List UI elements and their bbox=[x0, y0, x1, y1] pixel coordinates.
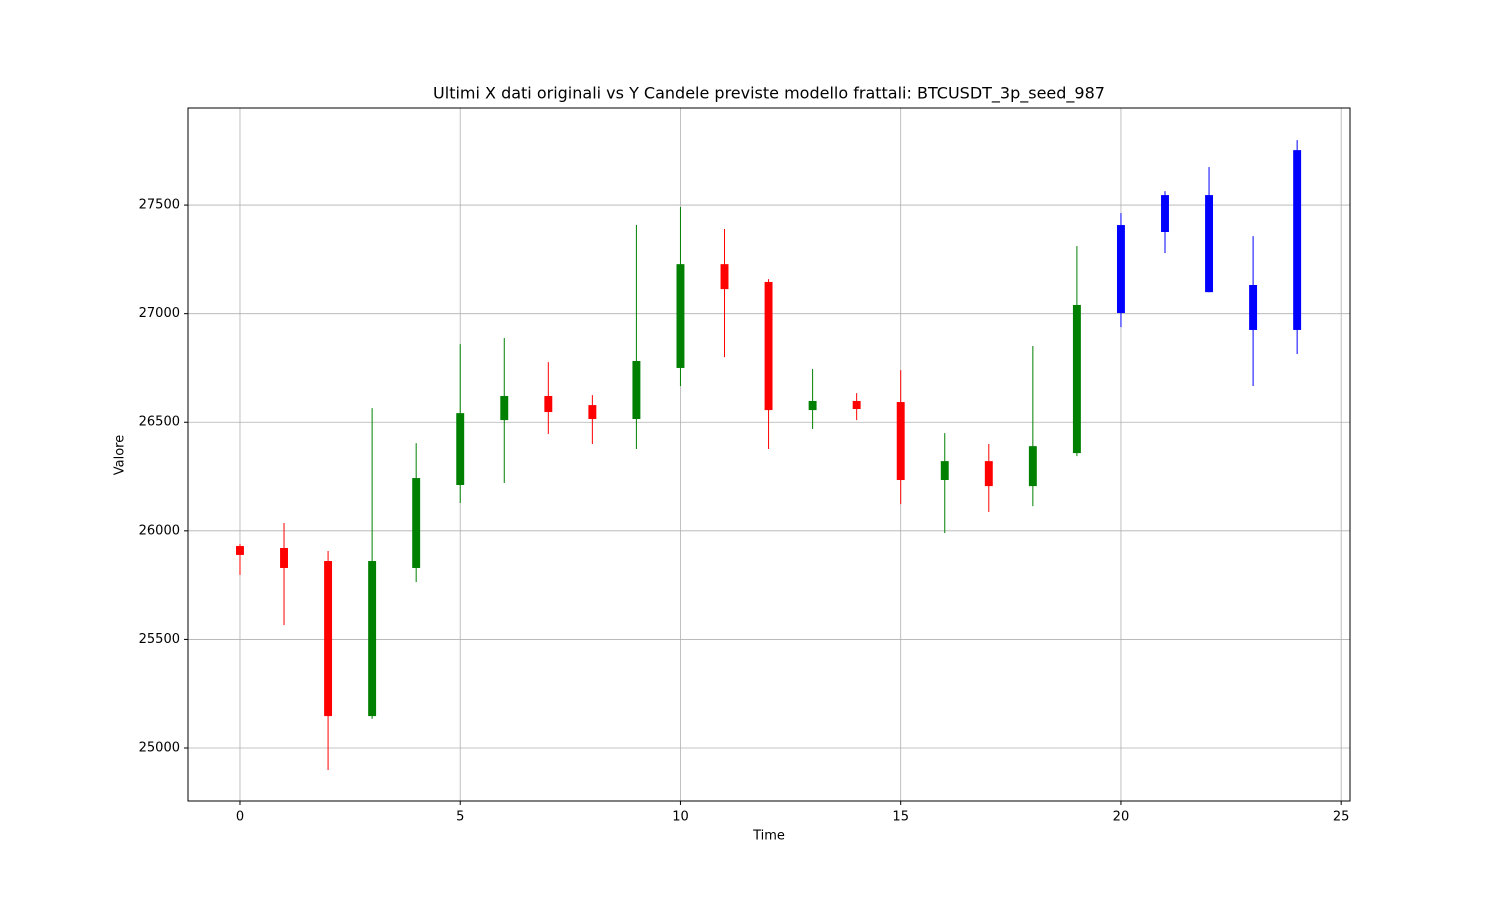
candle-body bbox=[368, 561, 377, 717]
candle-body bbox=[500, 395, 509, 421]
plot-frame bbox=[187, 107, 1351, 802]
candle-body bbox=[236, 546, 244, 555]
candle-body bbox=[1293, 150, 1302, 330]
candle-body bbox=[1205, 195, 1214, 293]
y-tick-label: 26500 bbox=[139, 415, 180, 430]
candle-body bbox=[588, 405, 597, 419]
y-tick-label: 25000 bbox=[139, 741, 180, 756]
candle-body bbox=[1249, 284, 1258, 330]
candle-body bbox=[1028, 446, 1037, 487]
x-tick-label: 25 bbox=[1333, 810, 1350, 825]
x-tick-label: 0 bbox=[236, 810, 244, 825]
candle-body bbox=[764, 281, 773, 411]
x-axis-label: Time bbox=[752, 829, 785, 844]
y-tick-label: 27000 bbox=[139, 306, 180, 321]
y-tick-label: 26000 bbox=[139, 523, 180, 538]
x-tick-label: 15 bbox=[892, 810, 909, 825]
candle-body bbox=[720, 264, 729, 290]
candle-body bbox=[896, 402, 905, 481]
candle-body bbox=[940, 461, 949, 481]
candle-body bbox=[412, 478, 421, 568]
y-tick-label: 27500 bbox=[139, 198, 180, 213]
candle-body bbox=[1116, 225, 1125, 314]
x-tick-label: 10 bbox=[672, 810, 689, 825]
y-axis-label: Valore bbox=[113, 435, 128, 475]
candle-body bbox=[1161, 195, 1169, 233]
y-tick-label: 25500 bbox=[139, 632, 180, 647]
candles bbox=[236, 140, 1302, 770]
candle-body bbox=[544, 395, 553, 413]
candle-body bbox=[984, 461, 993, 487]
candle-body bbox=[632, 361, 641, 419]
candle-body bbox=[676, 264, 685, 368]
candle-body bbox=[456, 413, 465, 486]
candle-body bbox=[280, 547, 288, 568]
candle-body bbox=[324, 561, 333, 717]
x-tick-label: 20 bbox=[1113, 810, 1130, 825]
candle-body bbox=[808, 400, 817, 411]
x-tick-label: 5 bbox=[456, 810, 464, 825]
candle-body bbox=[852, 400, 861, 410]
chart-title: Ultimi X dati originali vs Y Candele pre… bbox=[433, 84, 1105, 104]
candle-body bbox=[1072, 304, 1081, 454]
